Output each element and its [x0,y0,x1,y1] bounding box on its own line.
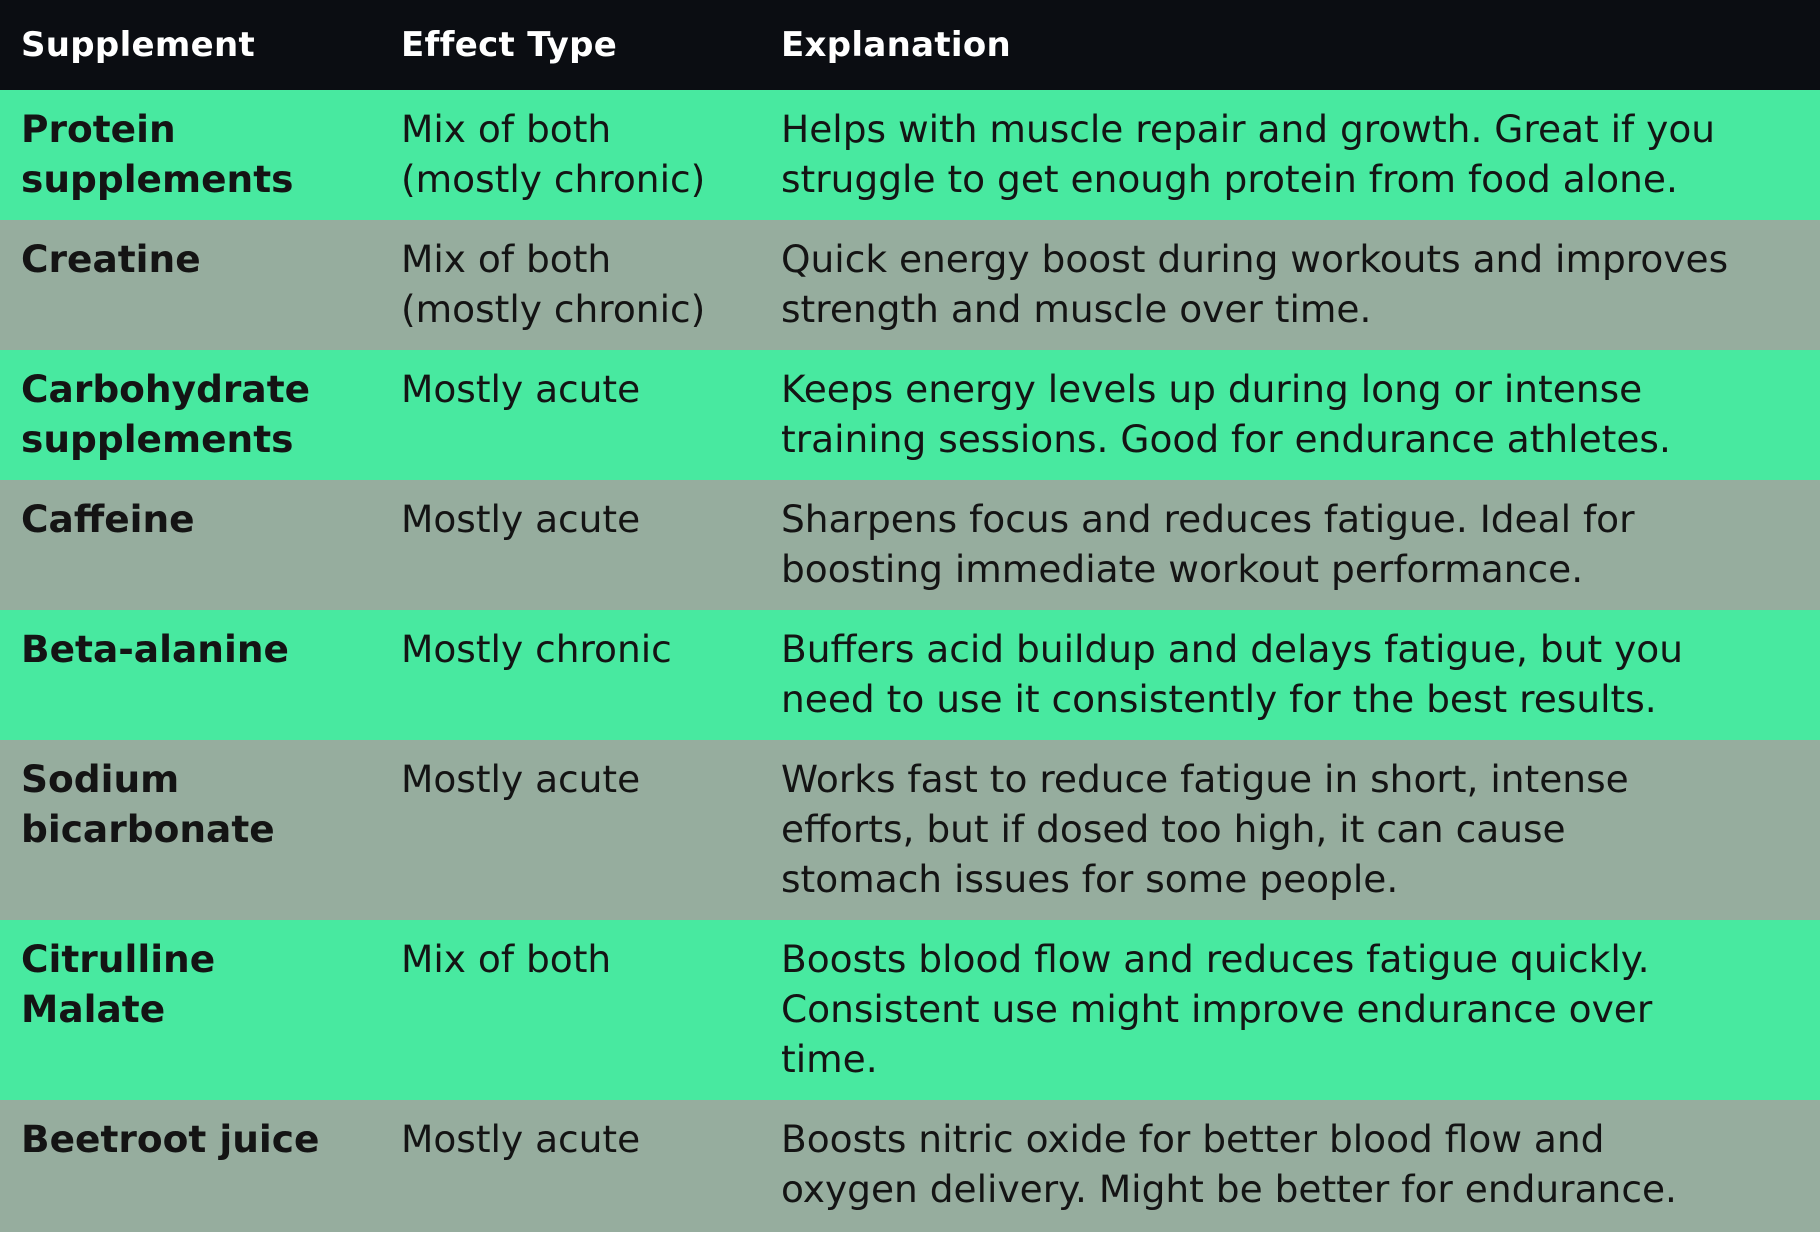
header-effect-type: Effect Type [401,25,618,65]
cell-line: Beta-alanine [21,627,289,671]
cell-line: Buffers acid buildup and delays fatigue,… [781,627,1683,671]
cell-line: efforts, but if dosed too high, it can c… [781,807,1566,851]
cell-line: Beetroot juice [21,1117,320,1161]
cell-line: Keeps energy levels up during long or in… [781,367,1643,411]
cell-line: Sodium [21,757,180,801]
cell-line: training sessions. Good for endurance at… [781,417,1671,461]
explanation-cell: Buffers acid buildup and delays fatigue,… [760,610,1820,740]
cell-line: Caffeine [21,497,195,541]
cell-line: (mostly chronic) [401,287,706,331]
cell-line: Mostly acute [401,497,641,541]
cell-line: bicarbonate [21,807,275,851]
table-row: Beetroot juice Mostly acute Boosts nitri… [0,1100,1820,1232]
cell-line: Sharpens focus and reduces fatigue. Idea… [781,497,1635,541]
table-row: Citrulline Malate Mix of both Boosts blo… [0,920,1820,1100]
table-row: Protein supplements Mix of both (mostly … [0,90,1820,220]
supplement-cell: Beetroot juice [0,1100,380,1232]
cell-line: stomach issues for some people. [781,857,1399,901]
supplement-cell: Caffeine [0,480,380,610]
cell-line: Boosts nitric oxide for better blood flo… [781,1117,1605,1161]
supplement-cell: Carbohydrate supplements [0,350,380,480]
cell-line: Malate [21,987,166,1031]
effect-type-cell: Mostly acute [380,1100,760,1232]
effect-type-cell: Mostly acute [380,740,760,920]
effect-type-cell: Mix of both (mostly chronic) [380,220,760,350]
cell-line: Carbohydrate [21,367,311,411]
cell-line: Mix of both [401,937,612,981]
explanation-cell: Quick energy boost during workouts and i… [760,220,1820,350]
supplement-cell: Citrulline Malate [0,920,380,1100]
cell-line: supplements [21,157,294,201]
explanation-cell: Sharpens focus and reduces fatigue. Idea… [760,480,1820,610]
explanation-cell: Helps with muscle repair and growth. Gre… [760,90,1820,220]
cell-line: Creatine [21,237,201,281]
cell-line: Quick energy boost during workouts and i… [781,237,1729,281]
cell-line: Boosts blood flow and reduces fatigue qu… [781,937,1650,981]
table-row: Caffeine Mostly acute Sharpens focus and… [0,480,1820,610]
cell-line: strength and muscle over time. [781,287,1372,331]
cell-line: Mostly acute [401,367,641,411]
cell-line: Mostly acute [401,1117,641,1161]
supplement-cell: Protein supplements [0,90,380,220]
table-row: Creatine Mix of both (mostly chronic) Qu… [0,220,1820,350]
explanation-cell: Boosts nitric oxide for better blood flo… [760,1100,1820,1232]
cell-line: oxygen delivery. Might be better for end… [781,1167,1677,1211]
cell-line: Mostly chronic [401,627,672,671]
header-explanation: Explanation [781,25,1012,65]
header-supplement: Supplement [21,25,256,65]
effect-type-cell: Mostly acute [380,350,760,480]
effect-type-cell: Mix of both (mostly chronic) [380,90,760,220]
cell-line: Protein [21,107,176,151]
table-row: Sodium bicarbonate Mostly acute Works fa… [0,740,1820,920]
supplement-cell: Creatine [0,220,380,350]
supplement-cell: Beta-alanine [0,610,380,740]
cell-line: Helps with muscle repair and growth. Gre… [781,107,1716,151]
explanation-cell: Works fast to reduce fatigue in short, i… [760,740,1820,920]
cell-line: Mix of both [401,107,612,151]
explanation-cell: Boosts blood flow and reduces fatigue qu… [760,920,1820,1100]
table-row: Beta-alanine Mostly chronic Buffers acid… [0,610,1820,740]
cell-line: time. [781,1037,878,1081]
supplement-cell: Sodium bicarbonate [0,740,380,920]
table-row: Carbohydrate supplements Mostly acute Ke… [0,350,1820,480]
cell-line: Mix of both [401,237,612,281]
cell-line: struggle to get enough protein from food… [781,157,1678,201]
effect-type-cell: Mostly acute [380,480,760,610]
cell-line: need to use it consistently for the best… [781,677,1657,721]
cell-line: Citrulline [21,937,216,981]
cell-line: supplements [21,417,294,461]
effect-type-cell: Mostly chronic [380,610,760,740]
cell-line: Mostly acute [401,757,641,801]
effect-type-cell: Mix of both [380,920,760,1100]
cell-line: Consistent use might improve endurance o… [781,987,1653,1031]
cell-line: (mostly chronic) [401,157,706,201]
cell-line: Works fast to reduce fatigue in short, i… [781,757,1629,801]
cell-line: boosting immediate workout performance. [781,547,1584,591]
table-header: Supplement Effect Type Explanation [0,0,1820,90]
explanation-cell: Keeps energy levels up during long or in… [760,350,1820,480]
